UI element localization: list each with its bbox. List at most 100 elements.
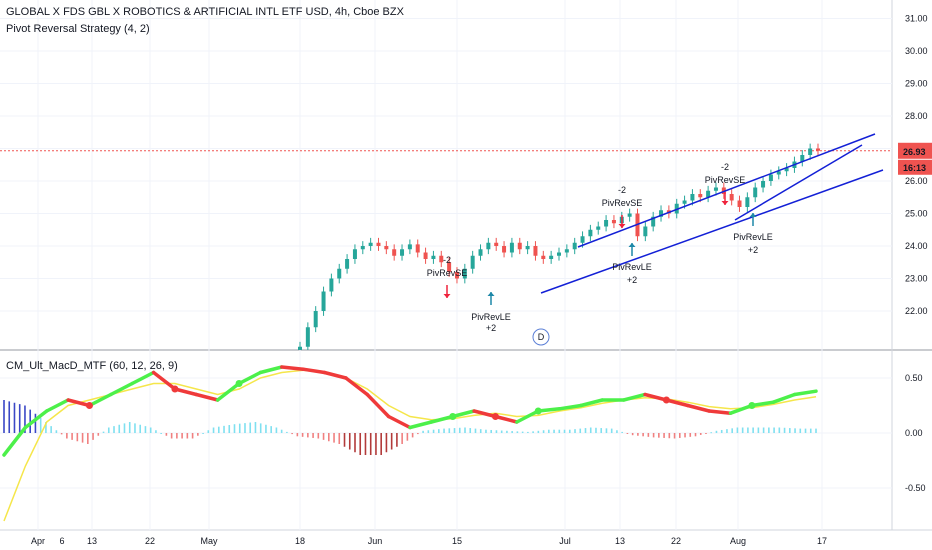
macd-histogram-bar [652, 433, 655, 438]
channel-lines [540, 133, 884, 294]
macd-histogram-bar [207, 430, 210, 433]
macd-histogram-bar [411, 433, 414, 438]
macd-histogram-bar [506, 430, 508, 433]
macd-histogram-bar [375, 433, 377, 455]
date-marker-label: D [538, 332, 545, 342]
macd-histogram-bar [128, 422, 131, 433]
candle-body [557, 252, 561, 256]
axes: 31.0030.0029.0028.0027.0026.0025.0024.00… [31, 14, 932, 546]
macd-histogram-bar [87, 433, 89, 444]
macd-histogram-bar [71, 433, 73, 440]
time-tick-label: 13 [615, 536, 625, 546]
time-tick-label: 22 [145, 536, 155, 546]
candle-body [572, 242, 577, 250]
macd-histogram-bar [181, 433, 183, 439]
macd-histogram-bar [532, 431, 534, 433]
macd-histogram-bar [286, 431, 288, 433]
macd-histogram-bar [13, 402, 16, 433]
signal-label-bottom: +2 [486, 323, 496, 333]
candle-body [305, 327, 310, 347]
macd-histogram-bar [731, 428, 733, 433]
candle-body [431, 255, 436, 259]
macd-histogram-bar [380, 433, 382, 455]
macd-histogram-bar [500, 430, 503, 433]
macd-histogram-bar [705, 433, 707, 434]
macd-histogram-bar [328, 433, 330, 442]
macd-histogram-bar [511, 431, 513, 433]
candle-body [611, 220, 616, 224]
time-tick-label: May [200, 536, 218, 546]
macd-histogram-bar [223, 425, 225, 433]
macd-histogram-bar [390, 433, 393, 450]
macd-histogram-bar [490, 429, 492, 433]
macd-histogram-bar [741, 427, 744, 433]
candle-body [564, 249, 569, 253]
candle-body [376, 242, 381, 246]
indicator-label[interactable]: CM_Ult_MacD_MTF (60, 12, 26, 9) [6, 360, 178, 372]
macd-cross-dot [748, 402, 756, 409]
candle-body [470, 255, 475, 269]
macd-cross-dot [171, 385, 179, 393]
macd-histogram-bar [610, 428, 613, 433]
macd-histogram-bar [60, 433, 63, 435]
last-price-badge [898, 142, 932, 159]
macd-signal-line [3, 369, 817, 522]
macd-tick-label: 0.50 [905, 373, 923, 383]
candle-body [525, 246, 530, 250]
macd-histogram-bar [715, 430, 718, 433]
macd-line-segment [792, 389, 818, 397]
candle-body [604, 220, 609, 227]
chart-title: GLOBAL X FDS GBL X ROBOTICS & ARTIFICIAL… [6, 6, 404, 18]
candle-body [509, 242, 514, 253]
macd-tick-label: 0.00 [905, 428, 923, 438]
macd-histogram-bar [270, 426, 272, 433]
macd-histogram-bar [762, 427, 765, 433]
macd-histogram-bar [747, 427, 749, 433]
macd-histogram-bar [417, 433, 419, 435]
macd-histogram-bar [50, 426, 52, 433]
macd-histogram-bar [317, 433, 320, 439]
macd-histogram-bar [34, 413, 37, 433]
candle-body [698, 194, 703, 198]
macd-histogram-bar [123, 423, 126, 433]
candle-body [816, 148, 820, 151]
candle-body [651, 216, 656, 227]
strategy-label[interactable]: Pivot Reversal Strategy (4, 2) [6, 23, 150, 35]
candle-body [659, 210, 664, 217]
macd-histogram-bar [537, 430, 540, 433]
macd-histogram-bar [516, 431, 519, 433]
macd-tick-label: -0.50 [905, 483, 926, 493]
signal-label-top: PivRevLE [612, 262, 652, 272]
candle-body [808, 148, 813, 155]
time-tick-label: 6 [59, 536, 64, 546]
macd-histogram-bar [736, 427, 739, 433]
signal-markers: -2PivRevSEPivRevLE+2-2PivRevSEPivRevLE+2… [427, 162, 773, 346]
macd-histogram-bar [443, 428, 445, 433]
macd-cross-dot [449, 413, 457, 420]
time-tick-label: Jun [368, 536, 383, 546]
macd-histogram-bar [76, 433, 79, 442]
price-tick-label: 25.00 [905, 209, 928, 219]
channel-lower [540, 169, 884, 294]
macd-histogram-bar [343, 433, 346, 447]
macd-line-segment [536, 407, 562, 413]
signal-label-bottom: PivRevSE [705, 175, 746, 185]
macd-histogram-bar [217, 426, 220, 433]
candle-body [784, 168, 789, 172]
macd-histogram-bar [668, 433, 671, 439]
macd-histogram-bar [663, 433, 665, 438]
macd-histogram-bar [658, 433, 660, 438]
time-tick-label: Jul [559, 536, 571, 546]
macd-line-segment [23, 409, 49, 430]
macd-histogram-bar [453, 428, 456, 433]
time-tick-label: 22 [671, 536, 681, 546]
macd-histogram-bar [307, 433, 309, 438]
macd-line-segment [66, 398, 92, 408]
macd-histogram-bar [474, 428, 477, 433]
macd-histogram-bar [527, 431, 529, 433]
macd-histogram-bar [24, 405, 26, 433]
candle-body [337, 268, 342, 279]
price-tick-label: 31.00 [905, 14, 928, 24]
candle-body [313, 311, 318, 328]
